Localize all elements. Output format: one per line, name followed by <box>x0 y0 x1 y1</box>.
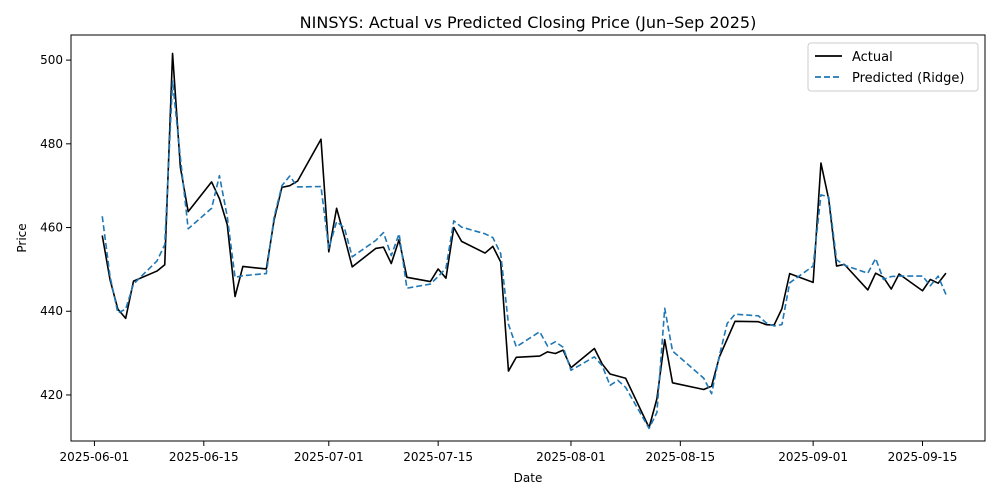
y-tick-label: 420 <box>40 388 63 402</box>
plot-frame <box>70 34 986 442</box>
y-axis: 420 440 460 480 500 <box>40 53 71 402</box>
x-tick-label: 2025-07-15 <box>403 450 473 464</box>
x-tick-label: 2025-06-01 <box>60 450 130 464</box>
legend-box <box>807 42 979 92</box>
chart-title: NINSYS: Actual vs Predicted Closing Pric… <box>300 13 757 32</box>
legend: Actual Predicted (Ridge) <box>807 42 979 92</box>
x-tick-label: 2025-09-01 <box>778 450 848 464</box>
x-tick-label: 2025-07-01 <box>294 450 364 464</box>
legend-label-actual: Actual <box>852 50 893 65</box>
x-axis: 2025-06-01 2025-06-15 2025-07-01 2025-07-15… <box>60 441 958 464</box>
x-tick-label: 2025-09-15 <box>888 450 958 464</box>
x-tick-label: 2025-08-01 <box>536 450 606 464</box>
y-axis-label: Price <box>15 223 29 252</box>
x-tick-label: 2025-08-15 <box>645 450 715 464</box>
series-layer <box>101 52 947 430</box>
y-tick-label: 480 <box>40 137 63 151</box>
legend-label-predicted: Predicted (Ridge) <box>852 71 964 86</box>
y-tick-label: 500 <box>40 53 63 67</box>
series-line-actual <box>101 52 947 429</box>
y-tick-label: 440 <box>40 304 63 318</box>
series-line-predicted <box>101 80 947 430</box>
y-tick-label: 460 <box>40 221 63 235</box>
x-axis-label: Date <box>514 471 543 485</box>
x-tick-label: 2025-06-15 <box>169 450 239 464</box>
